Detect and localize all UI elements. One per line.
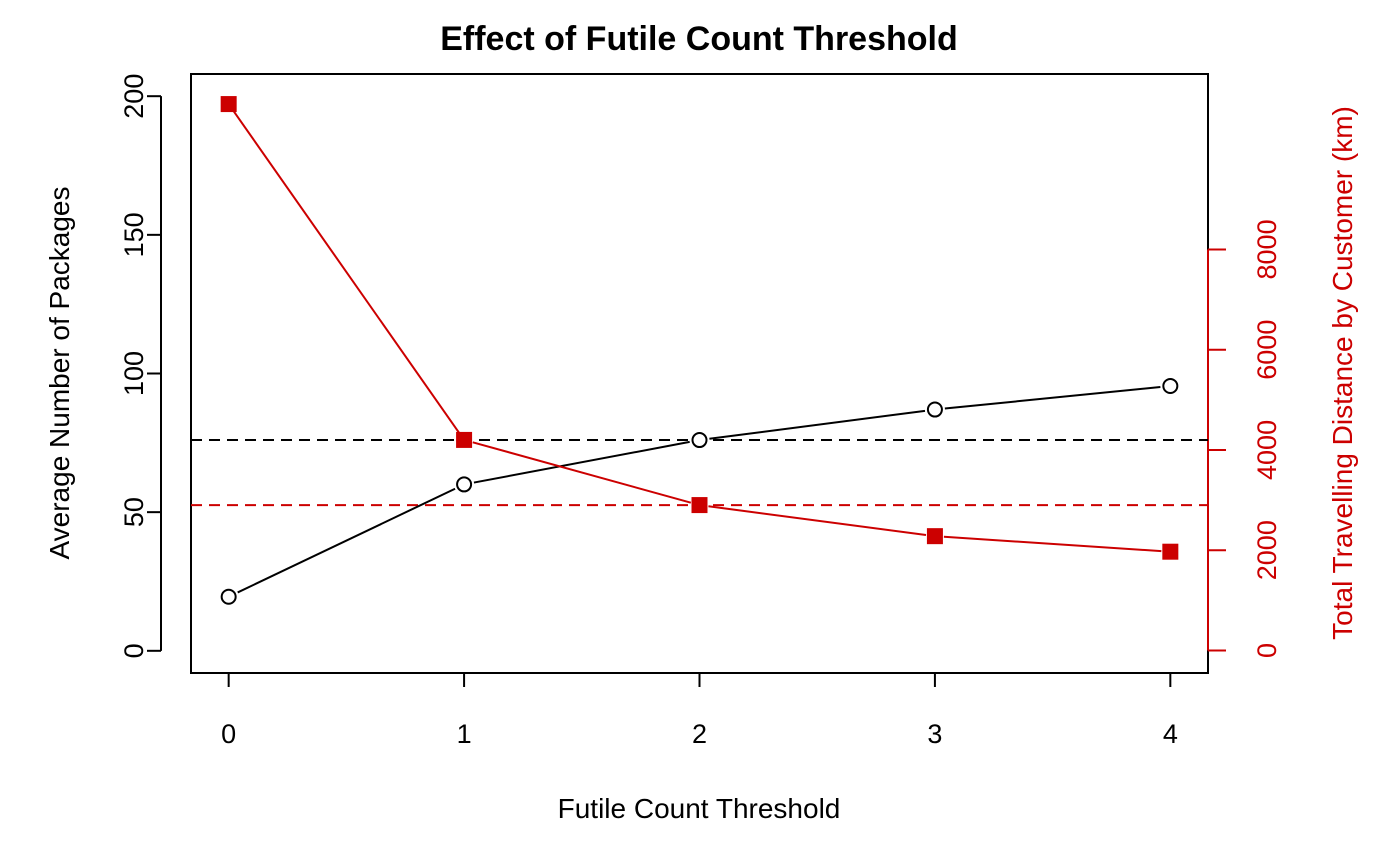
right-y-tick-label: 6000 [1252,320,1282,380]
left-y-axis: 0 50 100 150 200 [119,74,162,658]
left-y-tick-label: 100 [119,351,149,396]
right-y-tick-label: 8000 [1252,219,1282,279]
series-0-point [1162,377,1179,394]
right-y-axis-label: Total Travelling Distance by Customer (k… [1327,106,1358,640]
x-tick-label: 2 [692,719,707,749]
series-0-point [926,401,943,418]
plot-frame [190,73,1209,674]
left-y-tick-label: 0 [119,643,149,658]
series-0-point [456,476,473,493]
series-1-segment [233,110,460,434]
reference-lines [191,439,1208,507]
series-1-point [456,431,473,448]
right-y-tick-label: 2000 [1252,520,1282,580]
series-layer [220,96,1179,605]
series-0-point [691,432,708,449]
left-y-axis-label: Average Number of Packages [44,186,75,559]
right-y-tick-label: 4000 [1252,420,1282,480]
x-axis-label: Futile Count Threshold [558,793,841,824]
x-tick-label: 1 [457,719,472,749]
series-1-point [926,528,943,545]
x-axis: 0 1 2 3 4 [221,672,1178,749]
right-y-axis: 0 2000 4000 6000 8000 [1207,219,1282,658]
x-tick-label: 0 [221,719,236,749]
series-1-point [220,96,237,113]
right-y-tick-label: 0 [1252,643,1282,658]
series-0-segment [709,409,926,440]
series-1-segment [943,535,1162,553]
series-0-segment [473,440,690,484]
series-1-segment [708,505,927,536]
series-0-segment [237,487,456,594]
left-y-tick-label: 50 [119,497,149,527]
left-y-tick-label: 150 [119,212,149,257]
x-tick-label: 4 [1163,719,1178,749]
left-y-tick-label: 200 [119,74,149,119]
series-1-point [1162,543,1179,560]
series-0-segment [944,385,1161,410]
series-1-point [691,497,708,514]
x-tick-label: 3 [927,719,942,749]
series-1-segment [472,441,692,504]
chart-title: Effect of Futile Count Threshold [440,20,958,58]
series-0-point [220,588,237,605]
